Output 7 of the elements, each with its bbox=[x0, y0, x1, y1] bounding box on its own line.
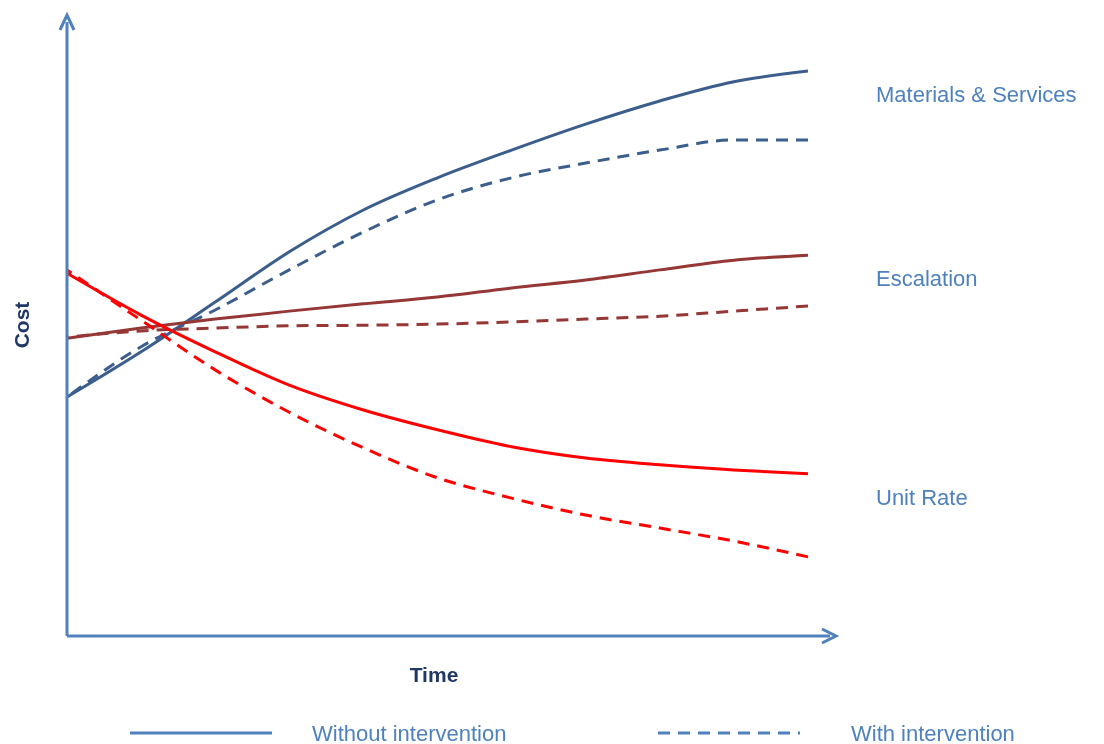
text: Escalation bbox=[876, 266, 978, 292]
text: Materials & Services bbox=[876, 82, 1077, 107]
y-axis-title: Cost bbox=[10, 301, 33, 349]
x-axis-title: Time bbox=[409, 663, 459, 686]
text: With intervention bbox=[851, 721, 1015, 744]
text: Without intervention bbox=[312, 721, 507, 744]
text: Unit Rate bbox=[876, 484, 968, 510]
